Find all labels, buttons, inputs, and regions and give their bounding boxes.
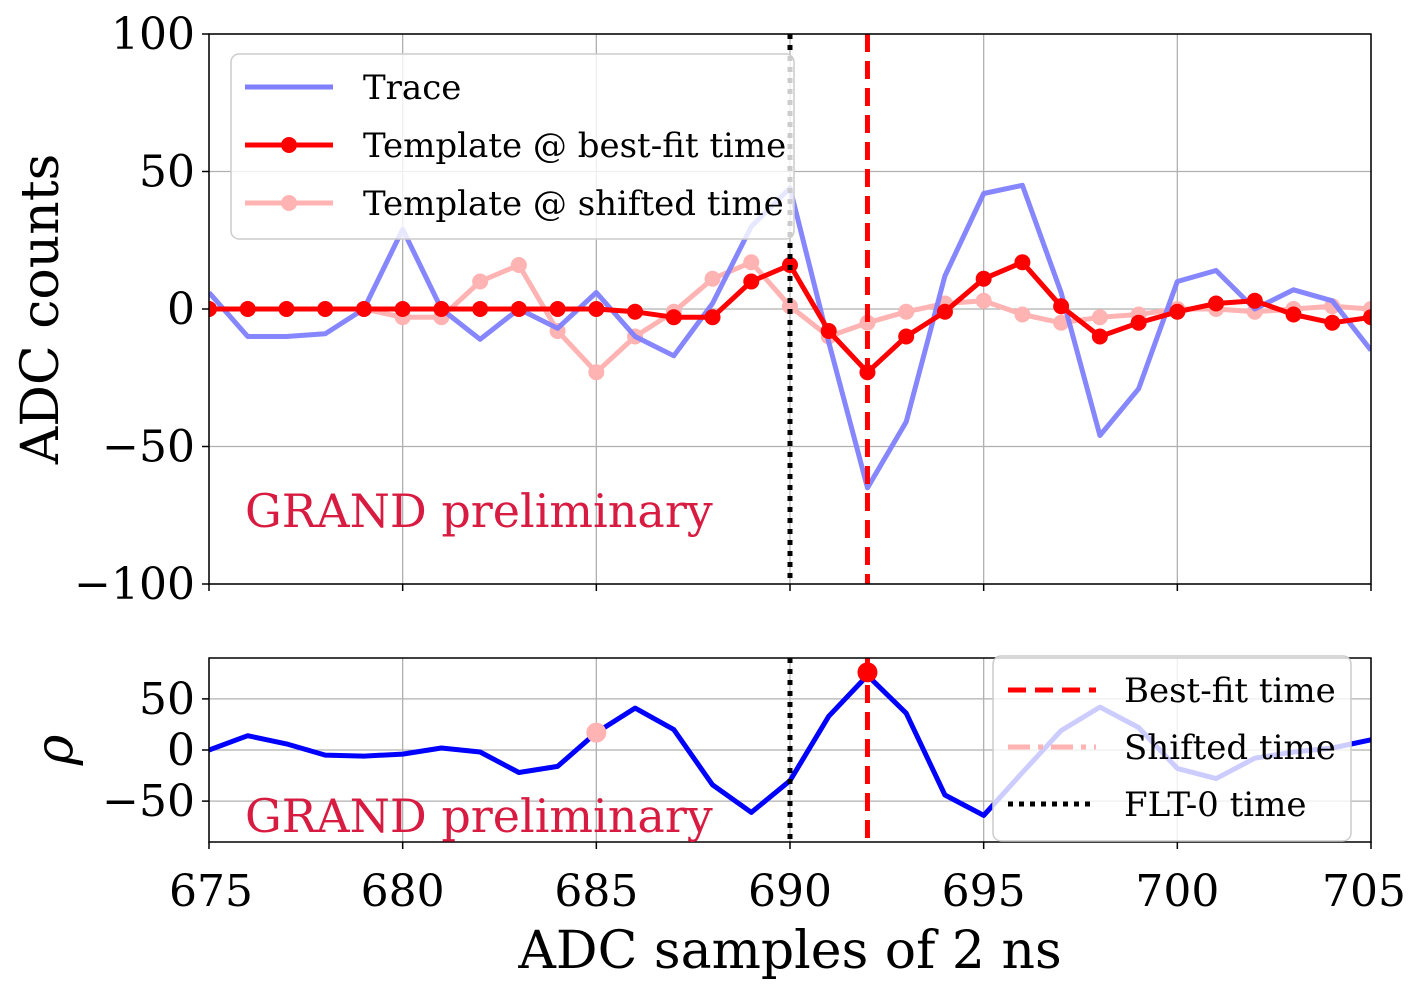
top-frame — [208, 33, 1372, 585]
top-series-point-2-14 — [743, 254, 760, 271]
bottom-marker-0 — [857, 662, 878, 683]
bottom-legend-label-1: Shifted time — [1124, 728, 1336, 768]
top-series-point-1-6 — [433, 301, 450, 317]
top-legend-label-2: Template @ shifted time — [363, 184, 784, 224]
top-ytick-label-1: −50 — [102, 422, 195, 473]
bottom-ylabel: ρ — [25, 734, 85, 766]
top-series-point-2-18 — [898, 303, 915, 320]
top-legend-marker-1 — [281, 137, 297, 153]
top-series-point-2-10 — [588, 364, 605, 381]
top-series-point-1-20 — [975, 270, 992, 287]
top-series-point-2-15 — [782, 298, 798, 315]
bottom-ytick-label-1: 0 — [167, 725, 195, 776]
top-series-point-1-27 — [1246, 292, 1263, 309]
bottom-frame — [208, 657, 1372, 843]
top-series-point-2-23 — [1091, 309, 1108, 326]
top-panel: −100 −50 0 50 100 GRAND preliminary ADC coun… — [11, 9, 1372, 610]
top-series-point-1-3 — [317, 301, 334, 317]
top-series-point-1-28 — [1285, 306, 1302, 323]
top-series-point-2-8 — [510, 257, 527, 273]
top-series-point-2-21 — [1014, 306, 1031, 323]
top-legend-label-0: Trace — [363, 68, 461, 108]
top-series-point-1-11 — [627, 303, 644, 320]
top-series-point-1-12 — [665, 309, 682, 326]
bottom-vlines — [787, 658, 870, 842]
bottom-xtick-label-2: 685 — [554, 866, 638, 917]
top-series-point-1-2 — [278, 301, 295, 317]
bottom-ytick-label-2: 50 — [139, 674, 195, 725]
top-series-point-2-7 — [472, 273, 489, 290]
bottom-xtick-label-1: 680 — [361, 866, 445, 917]
bottom-marker-1 — [586, 722, 607, 743]
top-series-point-2-22 — [1053, 314, 1070, 331]
top-series-point-1-14 — [743, 273, 760, 290]
top-series-point-1-23 — [1091, 328, 1108, 345]
top-series-point-2-13 — [704, 270, 721, 287]
top-legend: Trace Template @ best-fit time Template @ … — [230, 53, 795, 240]
bottom-xtick-label-5: 700 — [1135, 866, 1219, 917]
bottom-legend: Best-fit time Shifted time FLT-0 time — [992, 655, 1352, 842]
top-legend-label-1: Template @ best-fit time — [363, 126, 786, 166]
top-series-point-1-29 — [1324, 314, 1341, 331]
top-series-point-1-10 — [588, 301, 605, 317]
top-watermark: GRAND preliminary — [245, 484, 713, 538]
top-series-point-1-1 — [239, 301, 256, 317]
top-ytick-label-4: 100 — [111, 9, 195, 60]
bottom-xtick-label-3: 690 — [748, 866, 832, 917]
bottom-xtick-label-4: 695 — [942, 866, 1026, 917]
top-series-point-1-9 — [549, 301, 566, 317]
bottom-xtick-label-6: 705 — [1322, 866, 1406, 917]
bottom-markers — [586, 662, 878, 743]
top-series-point-1-24 — [1130, 314, 1147, 331]
bottom-xtick-label-0: 675 — [169, 866, 253, 917]
top-series-point-1-25 — [1169, 303, 1186, 320]
top-series-point-1-5 — [394, 301, 411, 317]
top-series-point-1-7 — [472, 301, 489, 317]
top-series-point-1-19 — [936, 303, 953, 320]
bottom-watermark: GRAND preliminary — [245, 789, 713, 843]
top-ylabel: ADC counts — [11, 154, 71, 466]
top-series-point-1-0 — [209, 301, 217, 317]
top-series-point-1-13 — [704, 309, 721, 326]
bottom-legend-label-0: Best-fit time — [1124, 671, 1336, 711]
top-legend-marker-2 — [281, 195, 297, 211]
bottom-legend-box — [992, 655, 1352, 842]
top-ytick-label-2: 0 — [167, 284, 195, 335]
top-series-point-1-22 — [1053, 298, 1070, 315]
bottom-xlabel: ADC samples of 2 ns — [517, 921, 1061, 981]
bottom-ytick-label-0: −50 — [102, 776, 195, 827]
top-ticks: −100 −50 0 50 100 — [74, 9, 1372, 610]
top-series-point-1-26 — [1208, 295, 1225, 312]
top-series-point-1-30 — [1363, 309, 1371, 326]
top-legend-box — [230, 53, 795, 240]
top-series-point-1-4 — [355, 301, 372, 317]
top-series-point-2-20 — [975, 292, 992, 309]
top-ytick-label-0: −100 — [74, 559, 195, 610]
bottom-legend-label-2: FLT-0 time — [1124, 785, 1307, 825]
top-ytick-label-3: 50 — [139, 147, 195, 198]
top-series-point-1-16 — [820, 323, 837, 339]
top-series-point-1-21 — [1014, 254, 1031, 271]
top-series-point-2-17 — [859, 314, 876, 331]
top-series-point-1-18 — [898, 328, 915, 345]
top-series-point-1-8 — [510, 301, 527, 317]
